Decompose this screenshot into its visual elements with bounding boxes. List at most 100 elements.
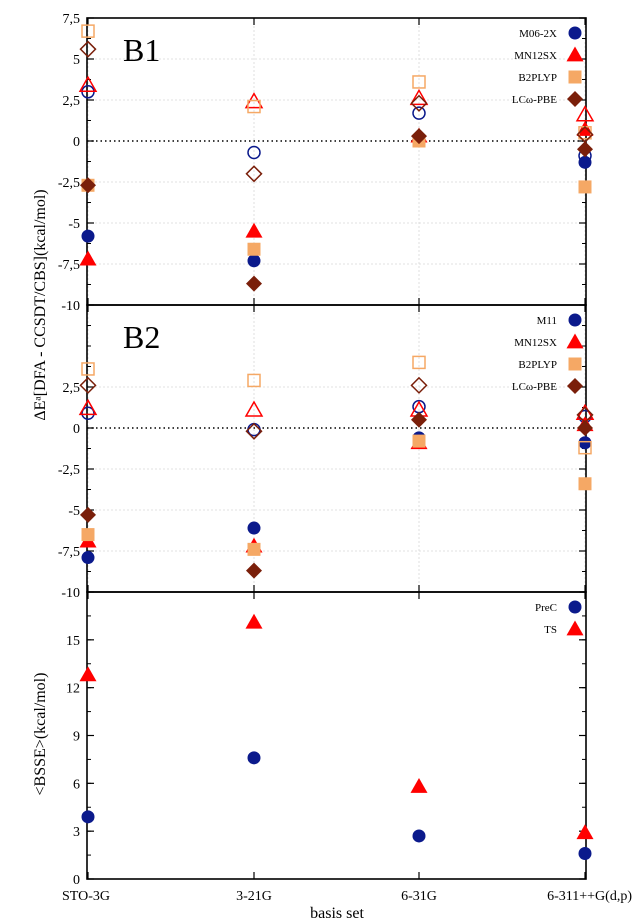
x-tick-label: 6-311++G(d,p) <box>547 889 632 904</box>
plot-frame <box>86 591 587 880</box>
point-square <box>412 434 426 448</box>
legend-marker-diamond <box>567 378 583 394</box>
y-tick-label: 5 <box>73 53 80 68</box>
point-diamond <box>80 506 96 523</box>
point-circle <box>578 155 592 169</box>
legend-label: M06-2X <box>519 28 557 40</box>
y-axis-label-delta-e: ΔEᵃ[DFA - CCSDT/CBS](kcal/mol) <box>32 189 49 420</box>
point-hollow-diamond <box>410 376 428 394</box>
y-tick-label: 3 <box>73 825 80 840</box>
point-circle <box>578 846 592 860</box>
legend-marker-triangle <box>566 46 584 62</box>
legend-marker-diamond <box>567 91 583 107</box>
x-axis-label: basis set <box>310 905 364 922</box>
legend-marker-circle <box>568 26 582 40</box>
point-hollow-circle <box>81 406 95 420</box>
y-tick-label: -2,5 <box>58 463 80 478</box>
point-diamond <box>411 411 427 428</box>
point-hollow-triangle <box>78 398 98 416</box>
point-square <box>247 242 261 256</box>
y-tick-label: -2,5 <box>58 176 80 191</box>
y-tick-label: 0 <box>73 135 80 150</box>
point-hollow-diamond <box>79 376 97 394</box>
plot-frame <box>86 304 587 593</box>
point-hollow-square <box>247 99 261 114</box>
point-diamond <box>246 275 262 292</box>
point-circle <box>247 751 261 765</box>
legend-label: M11 <box>537 315 557 327</box>
point-hollow-triangle <box>409 88 429 106</box>
y-tick-label: -7,5 <box>58 545 80 560</box>
point-circle <box>578 436 592 450</box>
y-tick-label: -10 <box>61 299 80 314</box>
y-axis-label-bsse: <BSSE>(kcal/mol) <box>32 673 49 796</box>
y-tick-label: 2,5 <box>63 94 81 109</box>
point-circle <box>412 829 426 843</box>
legend-marker-circle <box>568 600 582 614</box>
legend-label: LCω-PBE <box>512 94 557 106</box>
point-square <box>578 180 592 194</box>
point-triangle <box>79 250 97 266</box>
point-hollow-square <box>81 24 95 38</box>
point-circle <box>81 229 95 243</box>
point-hollow-diamond <box>245 422 263 440</box>
legend-label: B2PLYP <box>518 72 557 84</box>
y-tick-label: 7,5 <box>63 12 81 27</box>
point-triangle <box>410 778 428 793</box>
y-tick-label: -5 <box>68 504 80 519</box>
point-hollow-square <box>247 373 261 388</box>
point-hollow-triangle <box>78 75 98 92</box>
legend-marker-square <box>568 357 582 371</box>
panel-b1: -10 -7,5 -5 -2,5 0 2,5 5 7,5 B1 M06-2X MN12SX B2PLY… <box>58 12 595 314</box>
panel-label-b1: B1 <box>123 32 160 68</box>
plot-frame <box>86 17 587 306</box>
y-tick-label: 15 <box>66 634 80 649</box>
legend-marker-triangle <box>566 620 584 636</box>
x-tick-label: 6-31G <box>401 889 437 904</box>
y-tick-label: 6 <box>73 777 80 792</box>
point-diamond <box>411 128 427 145</box>
point-triangle <box>576 824 594 840</box>
point-triangle <box>245 222 263 238</box>
point-diamond <box>577 420 593 436</box>
point-square <box>247 542 261 556</box>
legend-label: MN12SX <box>514 50 557 62</box>
point-diamond <box>246 562 262 579</box>
legend-label: MN12SX <box>514 337 557 349</box>
y-tick-label: 2,5 <box>63 381 81 396</box>
legend-label: PreC <box>535 602 557 614</box>
point-diamond <box>577 141 593 158</box>
point-hollow-diamond <box>79 40 97 58</box>
x-tick-label: STO-3G <box>62 889 110 904</box>
point-triangle <box>79 666 97 682</box>
y-tick-label: 9 <box>73 730 80 745</box>
point-hollow-diamond <box>410 94 428 112</box>
legend-label: LCω-PBE <box>512 381 557 393</box>
point-hollow-square <box>412 355 426 370</box>
point-square <box>81 528 95 542</box>
panels-group: -10 -7,5 -5 -2,5 0 2,5 5 7,5 B1 M06-2X MN12SX B2PLY… <box>58 12 633 904</box>
point-hollow-square <box>578 440 592 455</box>
point-circle <box>81 810 95 824</box>
point-diamond <box>80 177 96 194</box>
panel-label-b2: B2 <box>123 319 160 355</box>
y-tick-label: 0 <box>73 873 80 888</box>
point-circle <box>247 254 261 268</box>
point-hollow-triangle <box>575 105 595 122</box>
point-circle <box>81 551 95 565</box>
point-hollow-square <box>412 75 426 89</box>
legend-label: B2PLYP <box>518 359 557 371</box>
legend-label: TS <box>544 624 557 636</box>
y-tick-label: -5 <box>68 217 80 232</box>
panel-bsse: 0 3 6 9 12 15 PreC TS <box>66 591 594 888</box>
panel-b2: -10 -7,5 -5 -2,5 0 2,5 B2 M11 MN12SX B2PLYP LCω-PB… <box>58 304 595 601</box>
point-hollow-diamond <box>245 165 263 183</box>
point-square <box>578 477 592 491</box>
legend-marker-circle <box>568 313 582 327</box>
y-tick-label: -7,5 <box>58 258 80 273</box>
y-tick-label: -10 <box>61 586 80 601</box>
point-triangle <box>245 613 263 629</box>
y-tick-label: 0 <box>73 422 80 437</box>
legend-marker-square <box>568 70 582 84</box>
